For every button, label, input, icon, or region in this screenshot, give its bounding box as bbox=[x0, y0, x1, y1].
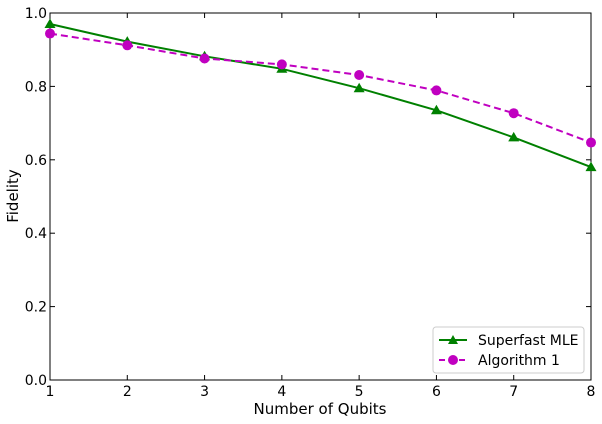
data-point-algorithm-1 bbox=[276, 59, 287, 70]
x-tick-label: 1 bbox=[46, 384, 55, 400]
data-point-algorithm-1 bbox=[199, 53, 210, 64]
legend: Superfast MLE Algorithm 1 bbox=[432, 326, 585, 374]
series-layer bbox=[44, 18, 597, 172]
y-tick-label: 0.6 bbox=[25, 153, 47, 169]
y-tick-label: 0.8 bbox=[25, 79, 47, 95]
data-point-algorithm-1 bbox=[508, 108, 519, 119]
x-tick-label: 2 bbox=[123, 384, 132, 400]
x-tick-label: 4 bbox=[277, 384, 286, 400]
legend-marker-superfast-mle bbox=[448, 335, 458, 344]
data-point-algorithm-1 bbox=[586, 137, 596, 148]
legend-label-superfast-mle: Superfast MLE bbox=[478, 333, 578, 349]
x-tick-label: 8 bbox=[587, 384, 596, 400]
y-tick-label: 0.4 bbox=[25, 226, 47, 242]
data-point-superfast-mle bbox=[353, 82, 365, 93]
data-point-algorithm-1 bbox=[45, 28, 55, 39]
data-point-algorithm-1 bbox=[122, 40, 133, 51]
data-point-superfast-mle bbox=[430, 104, 442, 115]
x-tick-label: 6 bbox=[432, 384, 441, 400]
y-tick-label: 1.0 bbox=[25, 6, 47, 22]
y-tick-label: 0.2 bbox=[25, 300, 47, 316]
y-tick-label: 0.0 bbox=[25, 373, 47, 389]
series-line-superfast-mle bbox=[49, 23, 592, 169]
data-point-algorithm-1 bbox=[354, 70, 365, 81]
legend-box bbox=[432, 326, 585, 374]
x-tick-label: 5 bbox=[355, 384, 364, 400]
plot-area bbox=[49, 12, 592, 381]
x-tick-label: 7 bbox=[509, 384, 518, 400]
x-tick-label: 3 bbox=[200, 384, 209, 400]
legend-label-algorithm-1: Algorithm 1 bbox=[478, 353, 560, 369]
series-line-algorithm-1 bbox=[49, 32, 592, 144]
data-point-superfast-mle bbox=[585, 161, 597, 172]
data-point-superfast-mle bbox=[508, 131, 520, 142]
x-axis-label: Number of Qubits bbox=[254, 400, 387, 418]
data-point-algorithm-1 bbox=[431, 85, 442, 96]
y-axis-label: Fidelity bbox=[4, 169, 22, 223]
legend-marker-algorithm-1 bbox=[448, 355, 458, 365]
data-point-superfast-mle bbox=[44, 18, 56, 29]
y-axis-ticks: 0.0 0.2 0.4 0.6 0.8 1.0 bbox=[25, 6, 591, 389]
x-axis-ticks: 1 2 3 4 5 6 7 8 bbox=[46, 13, 596, 400]
